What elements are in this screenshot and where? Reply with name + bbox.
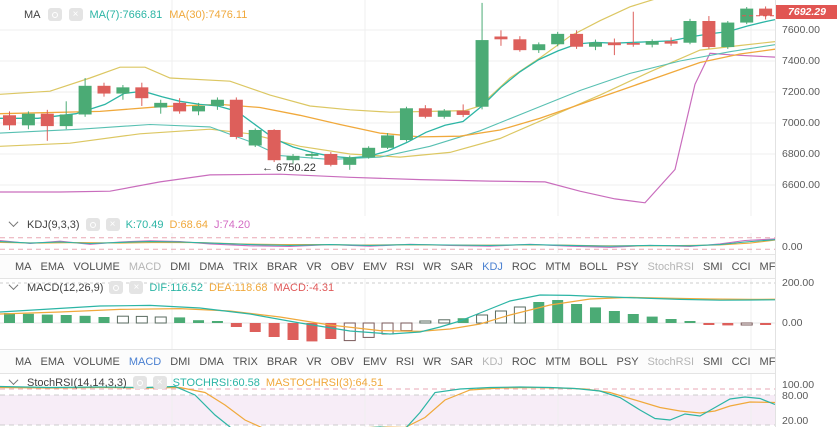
macd-indicator-pane[interactable] (0, 279, 775, 349)
tab-dmi[interactable]: DMI (170, 355, 191, 368)
ma7-value: MA(7):7666.81 (89, 8, 163, 21)
tab-obv[interactable]: OBV (330, 260, 354, 273)
tab-ma[interactable]: MA (15, 355, 32, 368)
macd-dea-value: DEA:118.68 (209, 281, 268, 294)
tab-mtm[interactable]: MTM (545, 260, 571, 273)
kdj-k-value: K:70.49 (125, 218, 164, 231)
tab-dmi[interactable]: DMI (170, 260, 191, 273)
tab-smi[interactable]: SMI (703, 260, 723, 273)
axis-label: 100.00 (782, 379, 815, 391)
close-icon[interactable]: × (105, 218, 120, 231)
mastochrsi-value: MASTOCHRSI(3):64.51 (265, 376, 384, 389)
stochrsi-indicator-pane[interactable] (0, 374, 775, 427)
axis-label: 0.00 (782, 241, 803, 253)
tab-trix[interactable]: TRIX (232, 355, 258, 368)
tab-psy[interactable]: PSY (616, 260, 639, 273)
tab-boll[interactable]: BOLL (579, 260, 608, 273)
stochrsi-indicator-title: StochRSI(14,14,3,3) (27, 376, 127, 389)
main-candlestick-pane[interactable] (0, 0, 775, 216)
tab-rsi[interactable]: RSI (395, 355, 415, 368)
close-icon[interactable]: × (129, 281, 144, 294)
kdj-j-value: J:74.20 (214, 218, 251, 231)
tab-wr[interactable]: WR (423, 355, 442, 368)
tab-vr[interactable]: VR (306, 260, 322, 273)
axis-label: 0.00 (782, 317, 803, 329)
tab-stochrsi[interactable]: StochRSI (647, 260, 695, 273)
tab-dma[interactable]: DMA (199, 355, 224, 368)
gear-icon[interactable] (109, 281, 124, 294)
tab-emv[interactable]: EMV (362, 260, 387, 273)
tab-brar[interactable]: BRAR (266, 260, 298, 273)
tab-mtm[interactable]: MTM (545, 355, 571, 368)
last-price-badge: 7692.29 (776, 5, 837, 19)
tab-stochrsi[interactable]: StochRSI (647, 355, 695, 368)
tab-wr[interactable]: WR (423, 260, 442, 273)
stochrsi-value: STOCHRSI:60.58 (172, 376, 260, 389)
tab-mfi[interactable]: MFI (759, 260, 775, 273)
tab-cci[interactable]: CCI (731, 260, 751, 273)
tab-macd[interactable]: MACD (128, 260, 162, 273)
tab-dma[interactable]: DMA (199, 260, 224, 273)
close-icon[interactable]: × (68, 8, 83, 21)
tab-roc[interactable]: ROC (511, 355, 537, 368)
kdj-indicator-title: KDJ(9,3,3) (27, 218, 80, 231)
axis-label: 6600.00 (782, 179, 820, 191)
axis-label: 200.00 (782, 277, 815, 289)
chevron-down-icon[interactable] (8, 374, 19, 385)
tab-ema[interactable]: EMA (40, 260, 65, 273)
tab-mfi[interactable]: MFI (759, 355, 775, 368)
tab-trix[interactable]: TRIX (232, 260, 258, 273)
ma-indicator-title: MA (24, 8, 41, 21)
gear-icon[interactable] (85, 218, 100, 231)
macd-indicator-title: MACD(12,26,9) (27, 281, 104, 294)
tab-ma[interactable]: MA (15, 260, 32, 273)
gear-icon[interactable] (47, 8, 62, 21)
chart-column: MA × MA(7):7666.81 MA(30):7476.11 ← 6750… (0, 0, 775, 427)
price-axis-column: 7692.29 7600.00 7400.00 7200.00 7000.00 6800… (775, 0, 837, 427)
tab-volume[interactable]: VOLUME (73, 260, 120, 273)
stochrsi-pane-header: StochRSI(14,14,3,3) × STOCHRSI:60.58 MAS… (0, 374, 384, 389)
tab-emv[interactable]: EMV (362, 355, 387, 368)
axis-label: 6800.00 (782, 148, 820, 160)
kdj-pane-header: KDJ(9,3,3) × K:70.49 D:68.64 J:74.20 (0, 216, 251, 231)
tab-sar[interactable]: SAR (450, 355, 474, 368)
axis-label: 7200.00 (782, 86, 820, 98)
axis-label: 7000.00 (782, 117, 820, 129)
indicator-tabbar-1: MA EMA VOLUME MACD DMI DMA TRIX BRAR VR OBV EMV RSI… (0, 254, 775, 279)
axis-label: 20.00 (782, 415, 809, 427)
indicator-tabbar-2: MA EMA VOLUME MACD DMI DMA TRIX BRAR VR OBV EMV RSI… (0, 349, 775, 374)
tab-rsi[interactable]: RSI (395, 260, 415, 273)
tab-brar[interactable]: BRAR (266, 355, 298, 368)
kdj-d-value: D:68.64 (169, 218, 209, 231)
axis-label: 7400.00 (782, 55, 820, 67)
kdj-indicator-pane[interactable] (0, 233, 775, 254)
axis-label: 80.00 (782, 390, 809, 402)
tab-obv[interactable]: OBV (330, 355, 354, 368)
tab-smi[interactable]: SMI (703, 355, 723, 368)
macd-dif-value: DIF:116.52 (149, 281, 204, 294)
low-price-annotation: ← 6750.22 (262, 162, 316, 174)
close-icon[interactable]: × (152, 376, 167, 389)
tab-cci[interactable]: CCI (731, 355, 751, 368)
gear-icon[interactable] (132, 376, 147, 389)
tab-kdj[interactable]: KDJ (482, 260, 503, 273)
tab-roc[interactable]: ROC (511, 260, 537, 273)
tab-macd[interactable]: MACD (128, 355, 162, 368)
tab-volume[interactable]: VOLUME (73, 355, 120, 368)
tab-kdj[interactable]: KDJ (482, 355, 503, 368)
axis-label: 7600.00 (782, 24, 820, 36)
chevron-down-icon[interactable] (8, 279, 19, 290)
tab-vr[interactable]: VR (306, 355, 322, 368)
tab-psy[interactable]: PSY (616, 355, 639, 368)
chevron-down-icon[interactable] (8, 216, 19, 227)
macd-pane-header: MACD(12,26,9) × DIF:116.52 DEA:118.68 MA… (0, 279, 335, 294)
main-pane-legend: MA × MA(7):7666.81 MA(30):7476.11 (24, 8, 247, 21)
ma30-value: MA(30):7476.11 (169, 8, 248, 21)
tab-ema[interactable]: EMA (40, 355, 65, 368)
tab-boll[interactable]: BOLL (579, 355, 608, 368)
tab-sar[interactable]: SAR (450, 260, 474, 273)
macd-macd-value: MACD:-4.31 (273, 281, 335, 294)
